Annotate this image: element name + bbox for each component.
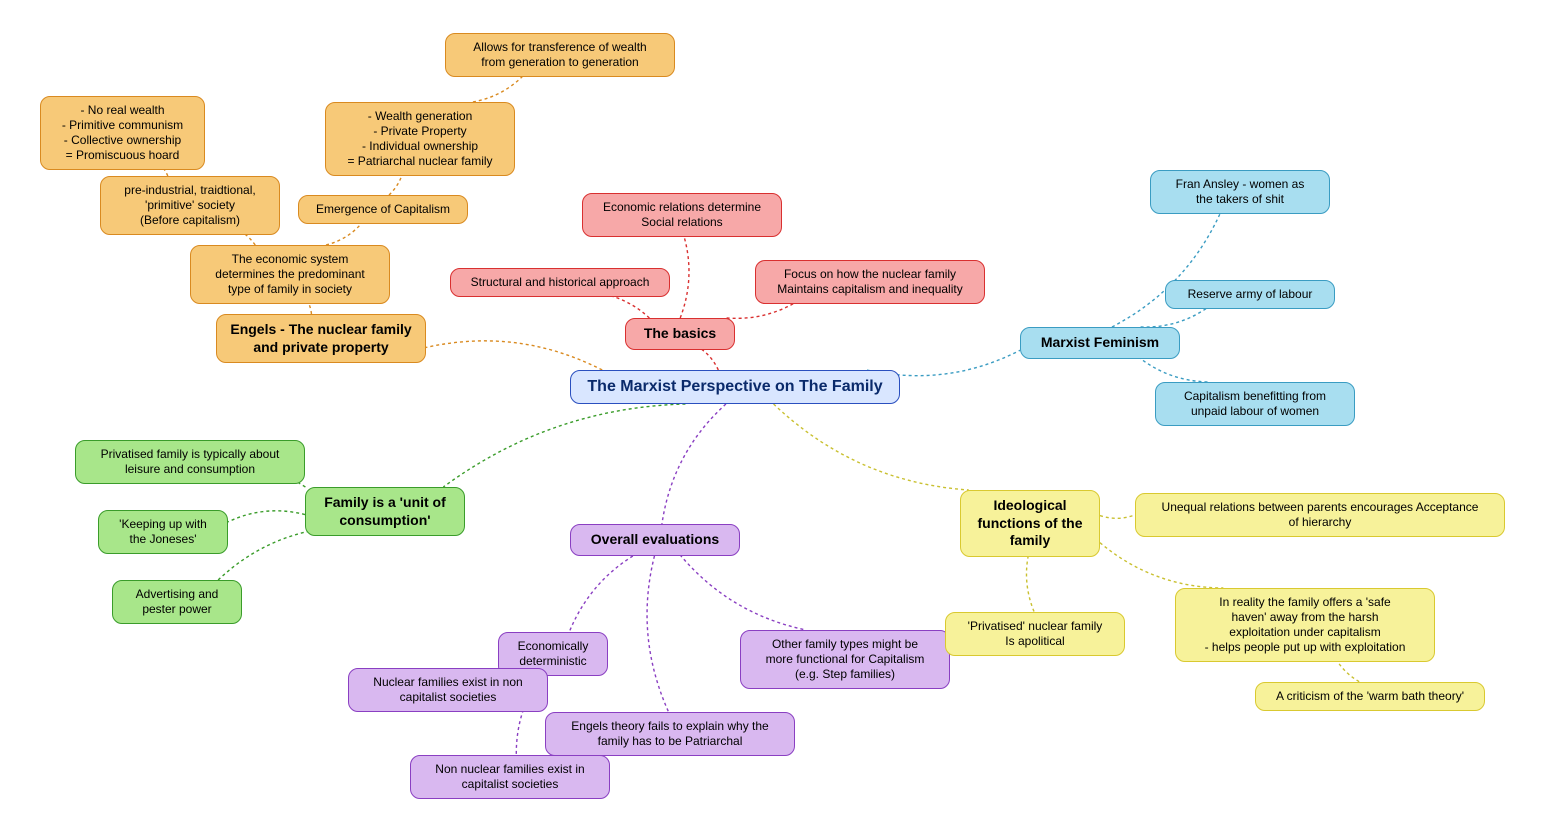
node-engels_a: The economic system determines the predo…: [190, 245, 390, 304]
node-engels_cap: Emergence of Capitalism: [298, 195, 468, 224]
edge-center-ideo: [774, 404, 969, 490]
edge-eval-eval_c: [676, 550, 806, 630]
node-ideo: Ideological functions of the family: [960, 490, 1100, 557]
node-mfem_a: Fran Ansley - women as the takers of shi…: [1150, 170, 1330, 214]
edge-ideo-ideo_a: [1100, 515, 1135, 519]
node-engels_pre_detail: - No real wealth - Primitive communism -…: [40, 96, 205, 170]
node-eval_b: Engels theory fails to explain why the f…: [545, 712, 795, 756]
node-ideo_c: In reality the family offers a 'safe hav…: [1175, 588, 1435, 662]
node-basics: The basics: [625, 318, 735, 350]
edge-center-consumption: [443, 404, 685, 487]
node-mfem_c: Capitalism benefitting from unpaid labou…: [1155, 382, 1355, 426]
edge-eval-eval_b: [647, 550, 669, 712]
node-ideo_a: Unequal relations between parents encour…: [1135, 493, 1505, 537]
node-engels_pre: pre-industrial, traidtional, 'primitive'…: [100, 176, 280, 235]
edge-basics-basics_a: [680, 229, 689, 318]
node-eval_a1: Nuclear families exist in non capitalist…: [348, 668, 548, 712]
node-ideo_b: 'Privatised' nuclear family Is apolitica…: [945, 612, 1125, 656]
node-engels_cap_detail: - Wealth generation - Private Property -…: [325, 102, 515, 176]
edge-eval-eval_a: [569, 550, 643, 632]
node-cons_b: 'Keeping up with the Joneses': [98, 510, 228, 554]
node-ideo_c1: A criticism of the 'warm bath theory': [1255, 682, 1485, 711]
node-engels_transfer: Allows for transference of wealth from g…: [445, 33, 675, 77]
node-engels: Engels - The nuclear family and private …: [216, 314, 426, 363]
edge-center-engels: [426, 341, 602, 370]
node-eval: Overall evaluations: [570, 524, 740, 556]
edge-consumption-cons_b: [228, 511, 305, 522]
node-center: The Marxist Perspective on The Family: [570, 370, 900, 404]
node-eval_c: Other family types might be more functio…: [740, 630, 950, 689]
node-cons_a: Privatised family is typically about lei…: [75, 440, 305, 484]
edge-center-eval: [662, 404, 726, 524]
edge-ideo-ideo_c: [1100, 543, 1223, 588]
node-basics_a: Economic relations determine Social rela…: [582, 193, 782, 237]
node-cons_c: Advertising and pester power: [112, 580, 242, 624]
node-consumption: Family is a 'unit of consumption': [305, 487, 465, 536]
node-mfem_b: Reserve army of labour: [1165, 280, 1335, 309]
node-mfem: Marxist Feminism: [1020, 327, 1180, 359]
node-basics_c: Focus on how the nuclear family Maintain…: [755, 260, 985, 304]
node-basics_b: Structural and historical approach: [450, 268, 670, 297]
node-eval_a2: Non nuclear families exist in capitalist…: [410, 755, 610, 799]
